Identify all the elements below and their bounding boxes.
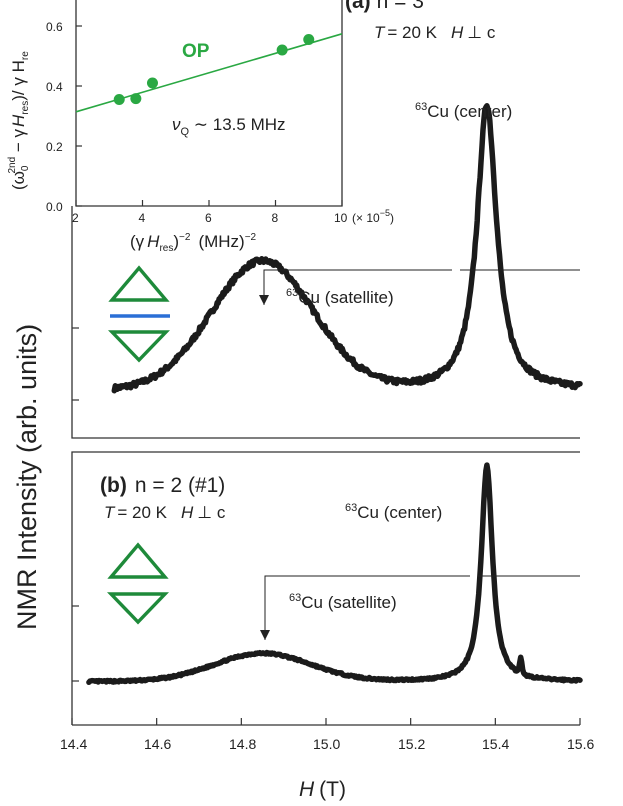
x-tick-label: 14.6 [144, 736, 171, 752]
panel-a-lower-triangle [107, 330, 171, 363]
inset-y-tick-label: 0.6 [46, 20, 63, 34]
inset-x-tick-label: 8 [272, 211, 279, 225]
inset-x-label: (γ Hres)−2 (MHz)−2 [130, 232, 257, 254]
panel-a-satellite-leader [263, 269, 452, 305]
inset-y-tick-label: 0.2 [46, 140, 63, 154]
panel-a-title: (a) n = 3 [345, 0, 424, 13]
inset-y-tick-label: 0.0 [46, 200, 63, 214]
inset-series-label: OP [182, 41, 210, 62]
panel-b-title: (b) n = 2 (#1) [100, 474, 225, 497]
panel-a-conditions: T = 20 K H ⊥ c [374, 23, 496, 42]
panel-b-frame-left-top [71, 451, 580, 725]
panel-b-spectrum-line [86, 462, 583, 686]
inset-x-tick-label: 2 [72, 211, 79, 225]
inset-data-point [130, 93, 142, 105]
inset-ticks: 2 4 6 8 10 0.0 0.2 0.4 0.6 [46, 20, 348, 225]
panel-a-center-label: 63Cu (center) [415, 101, 512, 121]
inset-data-point [113, 94, 125, 105]
panel-a: 63Cu (center) 63Cu (satellite) (a) n = 3 … [71, 0, 583, 439]
inset-data-point [146, 77, 158, 89]
x-tick-label: 15.0 [313, 736, 340, 752]
inset-points [113, 34, 315, 105]
panel-b: 63Cu (center) 63Cu (satellite) (b) n = 2 … [71, 451, 583, 726]
x-tick-label: 15.4 [482, 736, 509, 752]
panel-b-lower-triangle [106, 592, 170, 625]
inset-background [0, 0, 342, 206]
panel-b-satellite-label: 63Cu (satellite) [289, 592, 397, 612]
inset-y-label: (ω02nd − γHres)/ γ Hre [7, 51, 31, 190]
inset-x-multiplier: (× 10−5) [352, 208, 394, 225]
x-tick-label: 14.8 [229, 736, 256, 752]
panel-b-satellite-arrowhead [260, 630, 270, 640]
inset-nu-label: νQ ∼ 13.5 MHz [172, 115, 286, 138]
inset: 2 4 6 8 10 0.0 0.2 0.4 0.6 OP νQ ∼ 13.5 MHz (× 1… [0, 0, 394, 254]
x-tick-label: 14.4 [60, 736, 87, 752]
x-tick-label: 15.2 [398, 736, 425, 752]
panel-a-satellite-label: 63Cu (satellite) [286, 287, 394, 307]
panel-b-center-label: 63Cu (center) [345, 502, 442, 522]
inset-data-point [276, 44, 288, 56]
panel-a-satellite-arrowhead [259, 295, 269, 305]
panel-b-xticks [71, 718, 581, 725]
inset-x-tick-label: 4 [139, 211, 146, 225]
panel-b-satellite-leader [264, 575, 470, 640]
x-axis-label: H (T) [299, 778, 346, 801]
inset-data-point [303, 34, 315, 45]
inset-x-tick-label: 10 [334, 211, 348, 225]
panel-b-upper-triangle [107, 542, 169, 579]
y-axis-label: NMR Intensity (arb. units) [12, 324, 42, 630]
panel-a-spectrum-line [111, 103, 583, 394]
x-tick-label: 15.6 [567, 736, 594, 752]
panel-b-conditions: T = 20 K H ⊥ c [104, 503, 226, 522]
inset-x-tick-label: 6 [205, 211, 212, 225]
inset-y-tick-label: 0.4 [46, 80, 63, 94]
panel-a-upper-triangle [108, 265, 170, 302]
